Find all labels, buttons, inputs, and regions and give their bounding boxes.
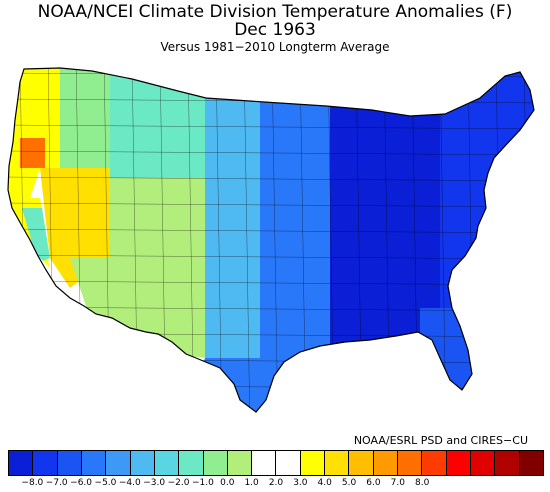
legend-tick-label: 6.0 (366, 478, 381, 488)
legend-tick-label: 1.0 (244, 478, 259, 488)
legend-swatch (276, 450, 301, 476)
legend-tick-label: −7.0 (45, 478, 68, 488)
legend-tick-label: −5.0 (94, 478, 117, 488)
division-line (8, 150, 534, 156)
legend-tick-label: 7.0 (390, 478, 405, 488)
legend-swatch (179, 450, 204, 476)
map-title: NOAA/NCEI Climate Division Temperature A… (37, 2, 513, 22)
division-line (8, 124, 534, 130)
legend-swatch (130, 450, 155, 476)
map-period: Dec 1963 (234, 20, 316, 40)
credit-text: NOAA/ESRL PSD and CIRES−CU (353, 434, 528, 447)
legend-swatch (398, 450, 423, 476)
legend-swatch (470, 450, 496, 476)
division-line (8, 384, 534, 390)
map-region (20, 138, 45, 168)
legend-tick-label: −2.0 (167, 478, 190, 488)
map-region (60, 68, 110, 198)
legend-swatch (57, 450, 82, 476)
us-anomaly-map (7, 67, 535, 413)
legend-tick-label: 8.0 (415, 478, 430, 488)
legend-swatch (349, 450, 374, 476)
division-line (8, 410, 534, 412)
legend-swatch (252, 450, 277, 476)
legend-tick-label: 3.0 (293, 478, 308, 488)
map-region (110, 178, 210, 258)
legend-tick-label: 4.0 (317, 478, 332, 488)
legend-swatch (33, 450, 58, 476)
legend-swatch (106, 450, 131, 476)
legend-swatch (203, 450, 228, 476)
legend-tick-label: −8.0 (21, 478, 44, 488)
legend-swatch (495, 450, 520, 476)
legend-tick-label: −1.0 (191, 478, 214, 488)
legend-swatch (300, 450, 326, 476)
map-region (110, 68, 210, 178)
division-line (8, 254, 534, 260)
map-region (22, 208, 50, 263)
map-region (205, 68, 265, 358)
division-line (243, 68, 251, 412)
legend-swatch (81, 450, 107, 476)
division-line (8, 228, 534, 234)
legend-tick-label: −3.0 (143, 478, 166, 488)
legend-tick-label: −4.0 (118, 478, 141, 488)
legend-swatch (519, 450, 544, 476)
legend-tick-label: 2.0 (268, 478, 284, 488)
legend-ticks: −8.0 −7.0 −6.0 −5.0 −4.0 −3.0 −2.0 −1.0 0.0 1.0 2.… (0, 478, 550, 492)
legend-tick-label: 0.0 (220, 478, 235, 488)
division-line (271, 68, 279, 412)
legend-swatch (325, 450, 350, 476)
division-line (8, 202, 534, 208)
legend-swatch (422, 450, 447, 476)
map-region (260, 68, 330, 208)
legend-swatch (446, 450, 471, 476)
legend-swatch (373, 450, 398, 476)
map-baseline: Versus 1981−2010 Longterm Average (160, 40, 390, 54)
legend-swatch (154, 450, 180, 476)
legend-tick-label: −6.0 (70, 478, 93, 488)
legend-swatch (8, 450, 34, 476)
map-region (330, 218, 440, 308)
color-legend (8, 450, 544, 476)
map-region (440, 68, 534, 308)
legend-tick-label: 5.0 (341, 478, 357, 488)
division-line (8, 176, 534, 182)
map-region (330, 68, 440, 218)
legend-swatch (227, 450, 253, 476)
